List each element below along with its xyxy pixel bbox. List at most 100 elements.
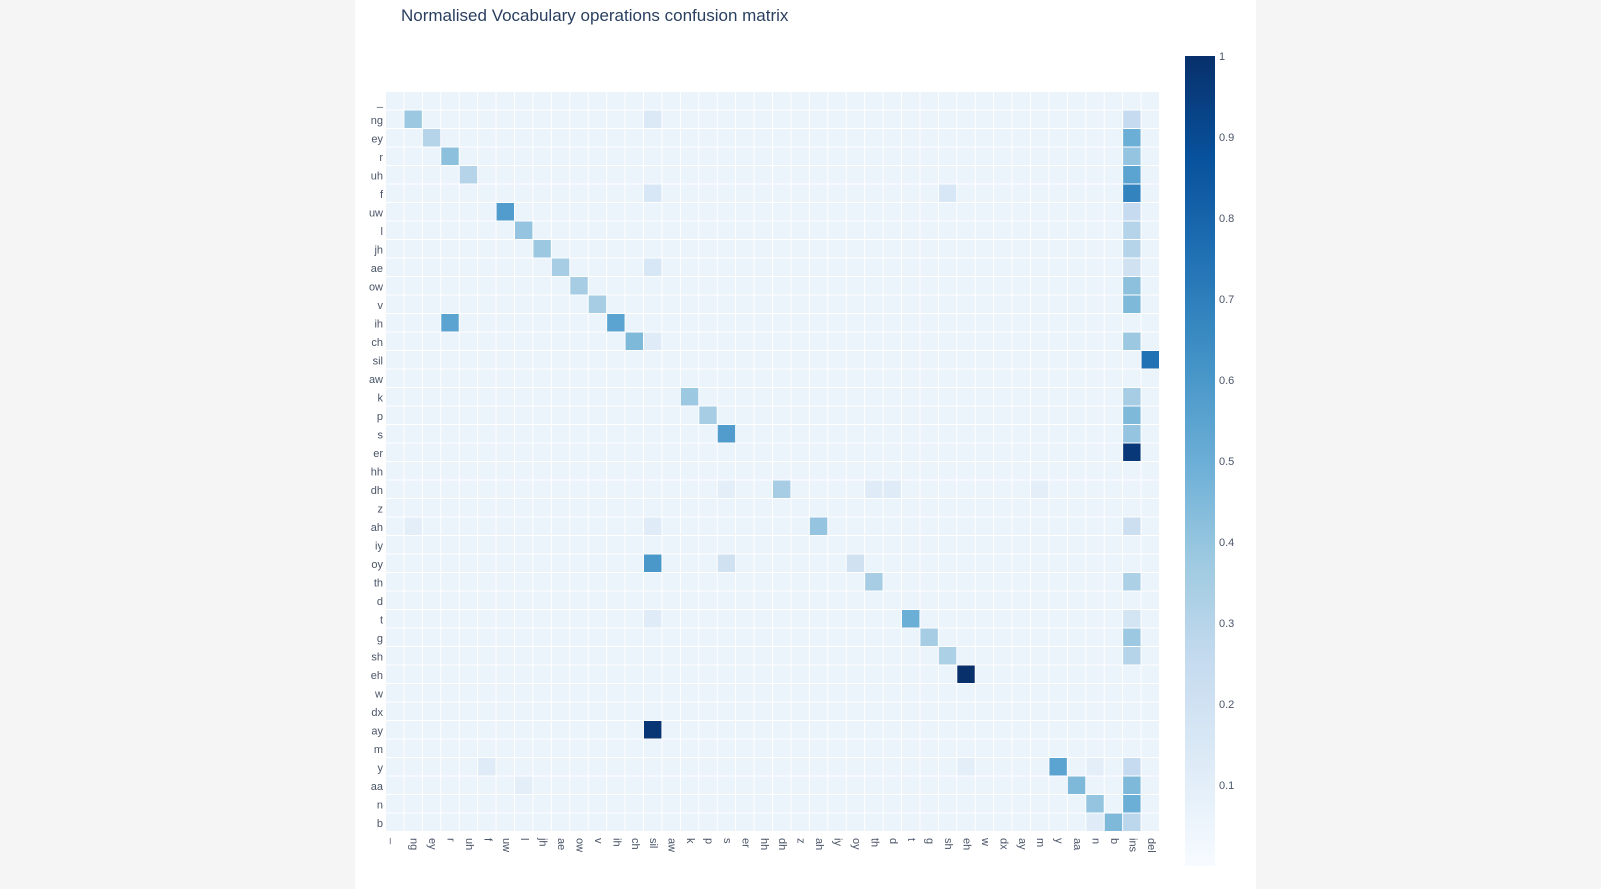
heatmap-cell (459, 443, 478, 461)
heatmap-cell (920, 147, 938, 165)
heatmap-cell (975, 92, 994, 110)
heatmap-cell (551, 647, 570, 665)
heatmap-cell (1012, 573, 1030, 591)
heatmap-cell (846, 110, 865, 128)
x-tick-label: _ (389, 837, 401, 845)
heatmap-cell (773, 147, 791, 165)
heatmap-cell (588, 665, 607, 683)
heatmap-cell (938, 221, 957, 239)
heatmap-cell (662, 536, 680, 554)
heatmap-cell (441, 758, 459, 776)
heatmap-cell (791, 258, 809, 276)
heatmap-cell (883, 665, 901, 683)
heatmap-cell (717, 332, 736, 350)
heatmap-cell (754, 462, 772, 480)
heatmap-cell (607, 443, 625, 461)
heatmap-cell (1067, 425, 1086, 443)
y-tick-label: oy (371, 559, 383, 571)
heatmap-cell (902, 591, 920, 609)
heatmap-cell (754, 295, 772, 313)
heatmap-cell (920, 776, 938, 794)
heatmap-cell (551, 554, 570, 572)
heatmap-cell (717, 110, 736, 128)
heatmap-cell (1123, 110, 1141, 128)
heatmap-cell (846, 573, 865, 591)
heatmap-cell (533, 702, 551, 720)
heatmap-cell (533, 332, 551, 350)
heatmap-cell (773, 758, 791, 776)
heatmap-cell (478, 795, 496, 813)
heatmap-cell (938, 610, 957, 628)
heatmap-cell (699, 425, 717, 443)
heatmap-cell (1067, 147, 1086, 165)
heatmap-cell (386, 536, 404, 554)
heatmap-cell (736, 499, 754, 517)
heatmap-cell (1012, 258, 1030, 276)
heatmap-cell (865, 240, 883, 258)
heatmap-cell (736, 628, 754, 646)
heatmap-cell (773, 628, 791, 646)
heatmap-cell (478, 388, 496, 406)
heatmap-cell (699, 184, 717, 202)
y-tick-label: m (374, 744, 383, 756)
heatmap-cell (809, 110, 828, 128)
heatmap-cell (865, 443, 883, 461)
heatmap-cell (515, 517, 533, 535)
heatmap-cell (459, 277, 478, 295)
heatmap-cell (1123, 295, 1141, 313)
heatmap-cell (957, 351, 975, 369)
heatmap-cell (1123, 536, 1141, 554)
heatmap-cell (1123, 406, 1141, 424)
heatmap-cell (533, 647, 551, 665)
heatmap-cell (515, 480, 533, 498)
heatmap-cell (570, 166, 588, 184)
heatmap-cell (1031, 776, 1049, 794)
heatmap-cell (496, 277, 514, 295)
heatmap-cell (865, 314, 883, 332)
heatmap-cell (717, 739, 736, 757)
heatmap-cell (551, 628, 570, 646)
heatmap-cell (883, 628, 901, 646)
x-tick-label: uw (500, 838, 512, 852)
heatmap-cell (920, 240, 938, 258)
heatmap-cell (1086, 610, 1104, 628)
heatmap-cell (754, 129, 772, 147)
heatmap-cell (1086, 647, 1104, 665)
x-tick-label: jh (537, 837, 549, 847)
heatmap-cell (994, 277, 1012, 295)
heatmap-cell (441, 221, 459, 239)
colorbar-gradient (1185, 56, 1215, 866)
heatmap-cell (938, 554, 957, 572)
heatmap-cell (957, 332, 975, 350)
heatmap-cell (570, 110, 588, 128)
heatmap-cell (1104, 702, 1123, 720)
heatmap-cell (644, 203, 662, 221)
heatmap-cell (515, 110, 533, 128)
heatmap-cell (736, 369, 754, 387)
heatmap-cell (588, 92, 607, 110)
heatmap-cell (588, 295, 607, 313)
heatmap-cell (773, 795, 791, 813)
heatmap-cell (551, 147, 570, 165)
heatmap-cell (1123, 221, 1141, 239)
heatmap-cell (754, 277, 772, 295)
heatmap-cell (1104, 536, 1123, 554)
heatmap-cell (699, 406, 717, 424)
heatmap-cell (1086, 684, 1104, 702)
heatmap-cell (791, 443, 809, 461)
heatmap-cell (404, 129, 422, 147)
heatmap-cell (662, 240, 680, 258)
heatmap-cell (865, 147, 883, 165)
heatmap-cell (1031, 314, 1049, 332)
heatmap-cell (717, 758, 736, 776)
heatmap-cell (1012, 610, 1030, 628)
heatmap-cell (902, 332, 920, 350)
heatmap-cell (809, 166, 828, 184)
heatmap-cell (736, 795, 754, 813)
heatmap-cell (957, 665, 975, 683)
heatmap-cell (625, 573, 643, 591)
heatmap-cell (809, 388, 828, 406)
heatmap-cell (1049, 240, 1067, 258)
heatmap-cell (1123, 665, 1141, 683)
heatmap-cell (662, 351, 680, 369)
